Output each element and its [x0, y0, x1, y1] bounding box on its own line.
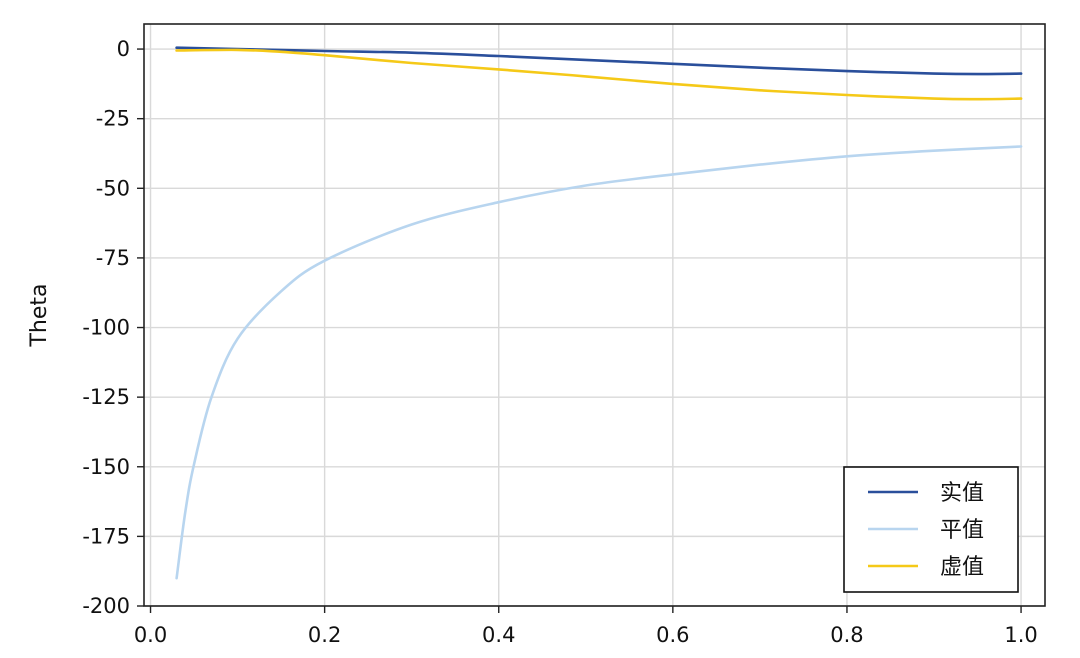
y-tick-label: -100	[82, 316, 130, 340]
y-axis: 0 -25 -50 -75 -100 -125 -150 -175 -200	[82, 37, 144, 618]
x-tick-label: 1.0	[1004, 623, 1037, 647]
series-line-3	[175, 48, 1023, 101]
y-tick-label: 0	[117, 37, 130, 61]
plot-frame	[143, 23, 1046, 607]
y-axis-label: Theta	[27, 283, 52, 347]
y-tick-label: -25	[96, 107, 130, 131]
y-tick-label: -125	[82, 385, 130, 409]
series-lines	[175, 46, 1023, 580]
series-line-1	[175, 46, 1023, 76]
y-tick-label: -50	[96, 176, 130, 200]
x-tick-label: 0.6	[656, 623, 689, 647]
x-axis: 0.0 0.2 0.4 0.6 0.8 1.0	[134, 606, 1038, 647]
legend-label: 实值	[940, 481, 984, 506]
x-tick-label: 0.8	[830, 623, 863, 647]
y-tick-label: -150	[82, 455, 130, 479]
x-tick-label: 0.2	[308, 623, 341, 647]
legend-label: 平值	[940, 518, 984, 543]
y-tick-label: -200	[82, 594, 130, 618]
y-tick-label: -75	[96, 246, 130, 270]
series-line-2	[175, 145, 1023, 580]
legend-label: 虚值	[940, 555, 984, 580]
y-tick-label: -175	[82, 524, 130, 548]
x-tick-label: 0.4	[482, 623, 515, 647]
x-tick-label: 0.0	[134, 623, 167, 647]
